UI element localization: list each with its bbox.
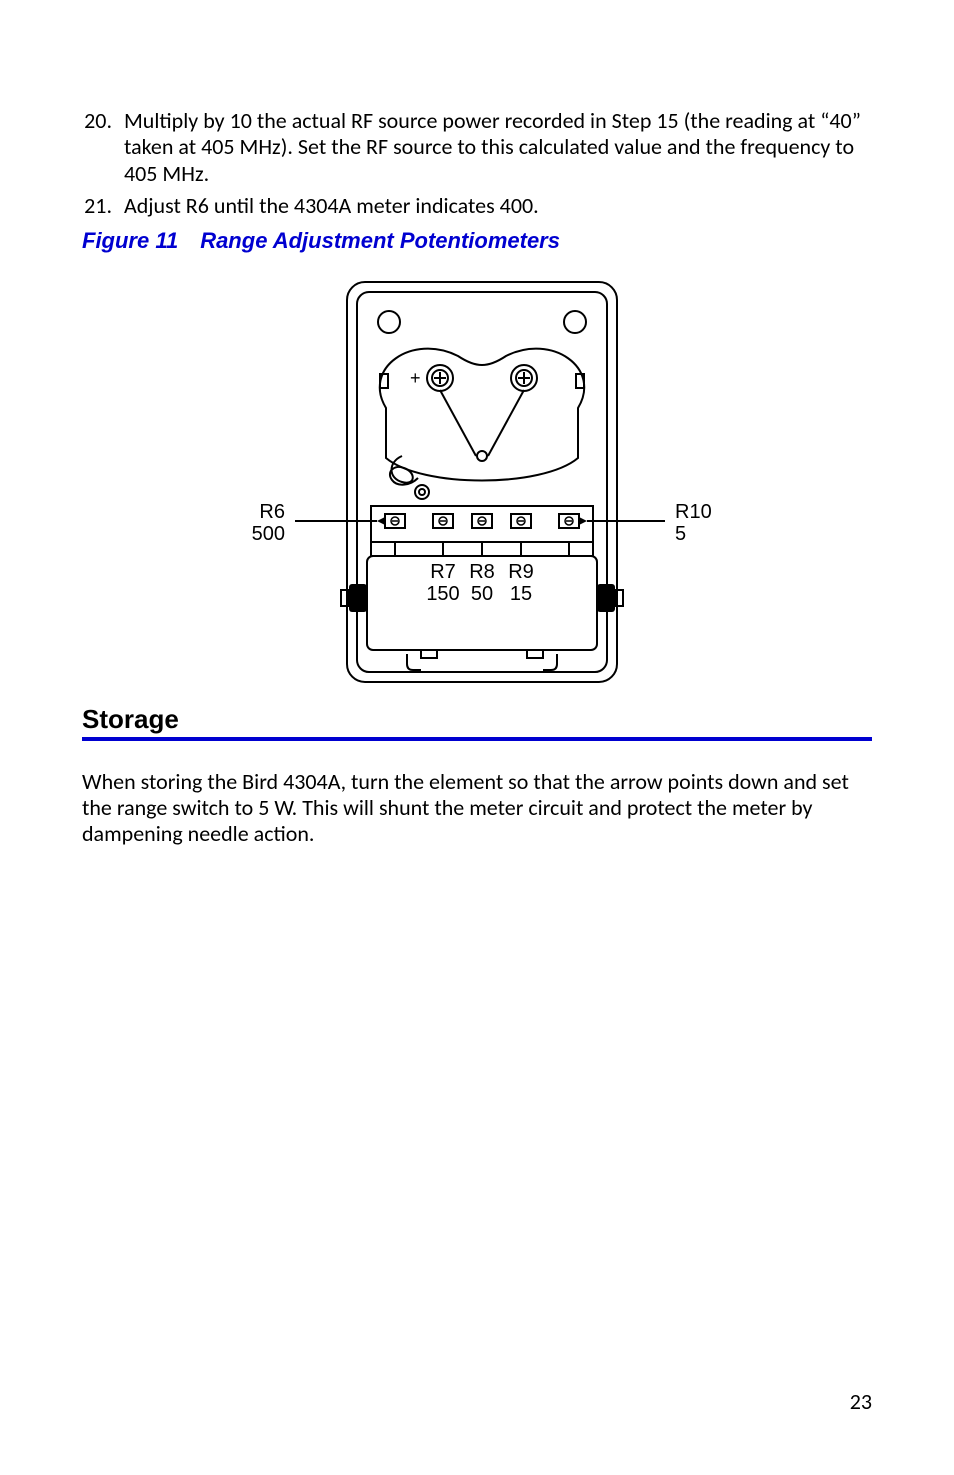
list-item: 20. Multiply by 10 the actual RF source …: [82, 108, 872, 187]
section-heading-storage: Storage: [82, 704, 872, 735]
svg-text:+: +: [410, 368, 421, 388]
svg-text:15: 15: [510, 583, 532, 605]
svg-text:500: 500: [252, 523, 285, 545]
page-number: 23: [850, 1388, 872, 1415]
ordered-list: 20. Multiply by 10 the actual RF source …: [82, 108, 872, 220]
list-item-text: Multiply by 10 the actual RF source powe…: [124, 108, 872, 187]
svg-text:5: 5: [675, 523, 686, 545]
list-item-number: 21.: [82, 193, 124, 219]
svg-text:R9: R9: [508, 561, 534, 583]
section-paragraph: When storing the Bird 4304A, turn the el…: [82, 769, 872, 848]
svg-text:150: 150: [426, 583, 459, 605]
list-item-number: 20.: [82, 108, 124, 187]
svg-text:R10: R10: [675, 501, 712, 523]
figure-diagram: + R6500 R105 R7150 R850 R915: [82, 272, 872, 702]
potentiometer-diagram-svg: + R6500 R105 R7150 R850 R915: [187, 272, 767, 702]
svg-text:R6: R6: [259, 501, 285, 523]
figure-caption: Figure 11 Range Adjustment Potentiometers: [82, 228, 872, 254]
svg-text:R8: R8: [469, 561, 495, 583]
figure-title-text: Range Adjustment Potentiometers: [200, 228, 560, 253]
svg-text:50: 50: [471, 583, 493, 605]
list-item: 21. Adjust R6 until the 4304A meter indi…: [82, 193, 872, 219]
list-item-text: Adjust R6 until the 4304A meter indicate…: [124, 193, 872, 219]
svg-text:R7: R7: [430, 561, 456, 583]
figure-label: Figure 11: [82, 228, 178, 253]
section-rule: [82, 737, 872, 741]
